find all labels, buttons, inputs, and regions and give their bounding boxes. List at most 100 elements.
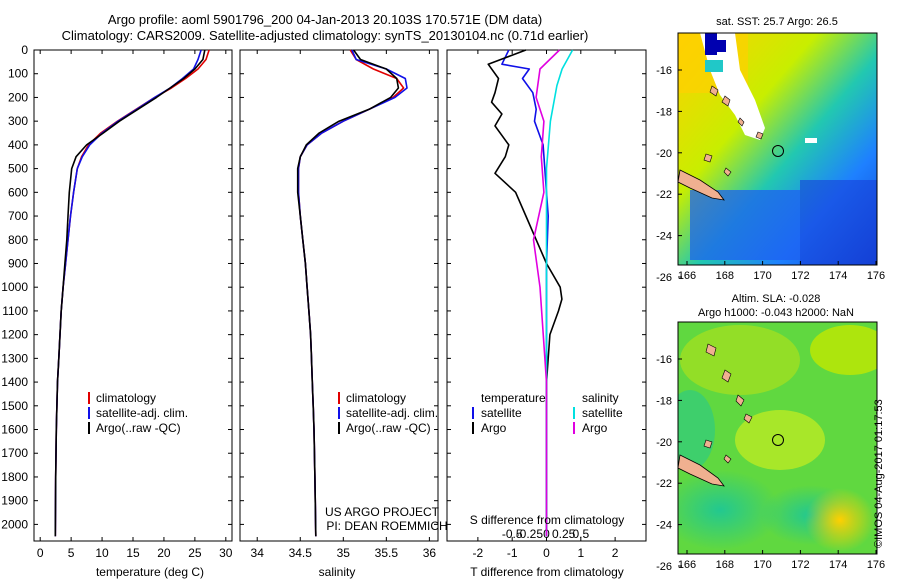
ytick-label: 1300: [1, 351, 28, 365]
sla-map-frame: [677, 321, 878, 555]
xtick-label: 34.5: [289, 546, 313, 560]
sla-map: [678, 322, 877, 554]
series-line-salinity-argo: [532, 49, 561, 537]
ytick-label: 1200: [1, 328, 28, 342]
xtick-label: 15: [126, 546, 140, 560]
xtick-label: 0: [37, 546, 44, 560]
map-xtick-label: 168: [716, 559, 734, 571]
sst-map-frame: [677, 32, 878, 266]
ytick-label: 1700: [1, 446, 28, 460]
legend-label-argo: Argo(..raw -QC): [96, 421, 181, 435]
legend-label-t-argo: Argo: [481, 421, 507, 435]
plot-title-line-2: Climatology: CARS2009. Satellite-adjuste…: [61, 28, 589, 43]
map-xtick-label: 166: [678, 559, 696, 571]
map-ytick-label: -16: [656, 354, 672, 366]
ytick-label: 800: [8, 233, 28, 247]
xtick-label: 35: [337, 546, 351, 560]
sla-map-axes: -16 -18 -20 -22 -24 -26 166 168 170 172 174 176: [656, 354, 885, 573]
map-xtick-label: 174: [829, 270, 847, 282]
plot-title-line-1: Argo profile: aoml 5901796_200 04-Jan-20…: [107, 12, 543, 27]
series-line-argo-raw-qc-: [296, 49, 400, 537]
stick-label: 0.5: [572, 527, 589, 541]
xtick-label: 0: [543, 546, 550, 560]
ytick-label: 1000: [1, 280, 28, 294]
temperature-legend: climatology satellite-adj. clim. Argo(..…: [88, 391, 188, 435]
map-ytick-label: -20: [656, 148, 672, 160]
sst-map-axes: -16 -18 -20 -22 -24 -26 166 168 170 172 174 176: [656, 65, 885, 284]
sla-map-title-1: Altim. SLA: -0.028: [732, 293, 821, 305]
map-ytick-label: -18: [656, 395, 672, 407]
legend-label-t-satellite: satellite: [481, 406, 522, 420]
float-location-marker-sla: [772, 434, 784, 446]
map-ytick-label: -24: [656, 231, 672, 243]
map-ytick-label: -18: [656, 106, 672, 118]
ytick-label: 1500: [1, 399, 28, 413]
legend-label-climatology: climatology: [346, 391, 406, 405]
ytick-label: 100: [8, 67, 28, 81]
map-xtick-label: 176: [867, 559, 885, 571]
map-xtick-label: 168: [716, 270, 734, 282]
ytick-label: 300: [8, 114, 28, 128]
ytick-label: 1400: [1, 375, 28, 389]
xtick-label: 34: [251, 546, 265, 560]
ytick-label: 1600: [1, 423, 28, 437]
project-label: US ARGO PROJECT: [325, 505, 440, 519]
map-xtick-label: 172: [791, 559, 809, 571]
map-ytick-label: -26: [656, 561, 672, 573]
float-location-marker: [772, 145, 784, 157]
stick-label: 0.25: [552, 527, 576, 541]
sst-map: [678, 33, 877, 265]
sdiff-xlabel: S difference from climatology: [470, 513, 625, 527]
stick-label: -0.25: [516, 527, 544, 541]
salinity-legend: climatology satellite-adj. clim. Argo(..…: [338, 391, 438, 435]
salinity-panel: 34 34.5 35 35.5 36: [239, 49, 439, 560]
plot-frame: [33, 49, 233, 542]
legend-heading-temperature: temperature: [481, 391, 546, 405]
xtick-label: -2: [473, 546, 484, 560]
imos-timestamp: ©IMOS 04-Aug-2017 01:17:53: [873, 399, 885, 548]
xtick-label: 30: [219, 546, 233, 560]
xtick-label: 2: [612, 546, 619, 560]
sst-map-title: sat. SST: 25.7 Argo: 26.5: [716, 16, 838, 28]
legend-label-s-satellite: satellite: [582, 406, 623, 420]
legend-label-climatology: climatology: [96, 391, 156, 405]
map-xtick-label: 170: [753, 270, 771, 282]
xtick-label: 36: [423, 546, 437, 560]
map-ytick-label: -26: [656, 272, 672, 284]
ytick-label: 500: [8, 162, 28, 176]
map-xtick-label: 172: [791, 270, 809, 282]
map-ytick-label: -16: [656, 65, 672, 77]
map-xtick-label: 176: [867, 270, 885, 282]
ytick-label: 900: [8, 256, 28, 270]
legend-label-satellite: satellite-adj. clim.: [346, 406, 438, 420]
stick-label: -0.5: [502, 527, 523, 541]
map-ytick-label: -20: [656, 437, 672, 449]
series-line-temperature-argo: [487, 49, 563, 537]
map-xtick-label: 166: [678, 270, 696, 282]
map-ytick-label: -22: [656, 189, 672, 201]
ytick-label: 400: [8, 138, 28, 152]
ytick-label: 1900: [1, 494, 28, 508]
xtick-label: 35.5: [375, 546, 399, 560]
xtick-label: 25: [188, 546, 202, 560]
sla-map-title-2: Argo h1000: -0.043 h2000: NaN: [698, 307, 854, 319]
legend-label-s-argo: Argo: [582, 421, 608, 435]
series-line-argo-raw-qc-: [54, 49, 206, 537]
tdiff-xlabel: T difference from climatology: [470, 565, 624, 579]
legend-heading-salinity: salinity: [582, 391, 619, 405]
legend-label-argo: Argo(..raw -QC): [346, 421, 431, 435]
ytick-label: 600: [8, 185, 28, 199]
ytick-label: 700: [8, 209, 28, 223]
map-ytick-label: -22: [656, 478, 672, 490]
xtick-label: -1: [507, 546, 518, 560]
pi-label: PI: DEAN ROEMMICH: [326, 519, 447, 533]
map-xtick-label: 170: [753, 559, 771, 571]
temperature-xlabel: temperature (deg C): [96, 565, 204, 579]
xtick-label: 10: [95, 546, 109, 560]
plot-frame: [239, 49, 439, 542]
ytick-label: 2000: [1, 517, 28, 531]
ytick-label: 0: [21, 43, 28, 57]
salinity-xlabel: salinity: [319, 565, 356, 579]
ytick-label: 1800: [1, 470, 28, 484]
